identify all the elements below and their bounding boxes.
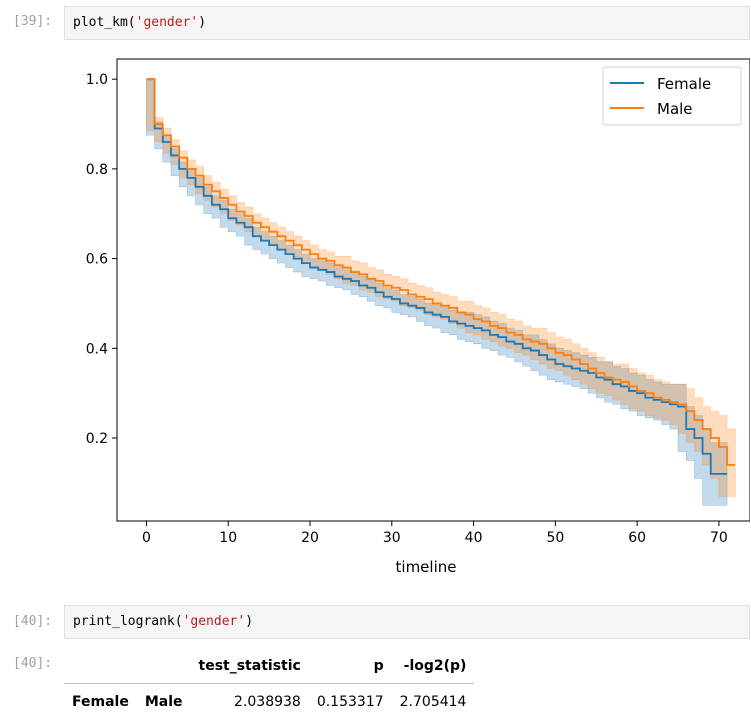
code-paren: ) [245,614,254,629]
x-tick-label: 20 [301,530,319,546]
x-tick-label: 10 [219,530,237,546]
survival-line-female [146,78,728,475]
table-header-row: test_statistic p -log2(p) [64,648,475,684]
code-function: print_logrank( [73,614,183,629]
column-header-p: p [308,648,392,684]
row-index-female: Female [72,693,129,710]
km-survival-chart: 0 10 20 30 40 50 60 70 0.2 0.4 0.6 0.8 1.0 timeline… [86,58,750,576]
index-header [64,648,137,684]
cell-prompt: [39]: [13,14,53,29]
row-index-male: Male [144,693,183,710]
table-row: Female Male 2.038938 0.153317 2.705414 [64,684,474,720]
cell-test-statistic: 2.038938 [234,693,301,710]
logrank-table: test_statistic p -log2(p) Female Male 2.… [64,648,475,720]
y-tick-label: 1.0 [86,72,108,88]
column-header-test-statistic: test_statistic [190,648,309,684]
ci-band-male [146,78,736,497]
survival-line-male [146,78,736,466]
column-header-neg-log2-p: -log2(p) [391,648,475,684]
index-header [136,648,191,684]
cell-p: 0.153317 [316,693,384,710]
code-string: 'gender' [182,614,246,629]
x-tick-label: 70 [710,530,728,546]
x-tick-label: 50 [546,530,564,546]
output-prompt: [40]: [13,656,53,671]
y-tick-label: 0.4 [86,341,108,357]
x-tick-label: 30 [383,530,401,546]
cell-prompt: [40]: [13,614,53,629]
y-tick-label: 0.2 [86,431,108,447]
x-tick-label: 0 [142,530,151,546]
ci-band-female [146,78,728,506]
legend-male-label: Male [657,100,693,118]
y-tick-label: 0.8 [86,162,108,178]
legend: Female Male [602,66,742,126]
code-function: plot_km( [73,15,136,30]
x-axis-label: timeline [396,558,457,576]
code-cell-print-logrank[interactable]: print_logrank('gender') [64,605,750,639]
code-paren: ) [198,15,207,30]
cell-neg-log2-p: 2.705414 [399,693,467,710]
code-cell-plot-km[interactable]: plot_km('gender') [64,6,750,40]
code-string: 'gender' [135,15,199,30]
legend-box [602,66,742,126]
legend-female-label: Female [657,75,711,93]
x-tick-label: 40 [465,530,483,546]
plot-frame [116,58,750,522]
x-tick-label: 60 [628,530,646,546]
y-tick-label: 0.6 [86,252,108,268]
